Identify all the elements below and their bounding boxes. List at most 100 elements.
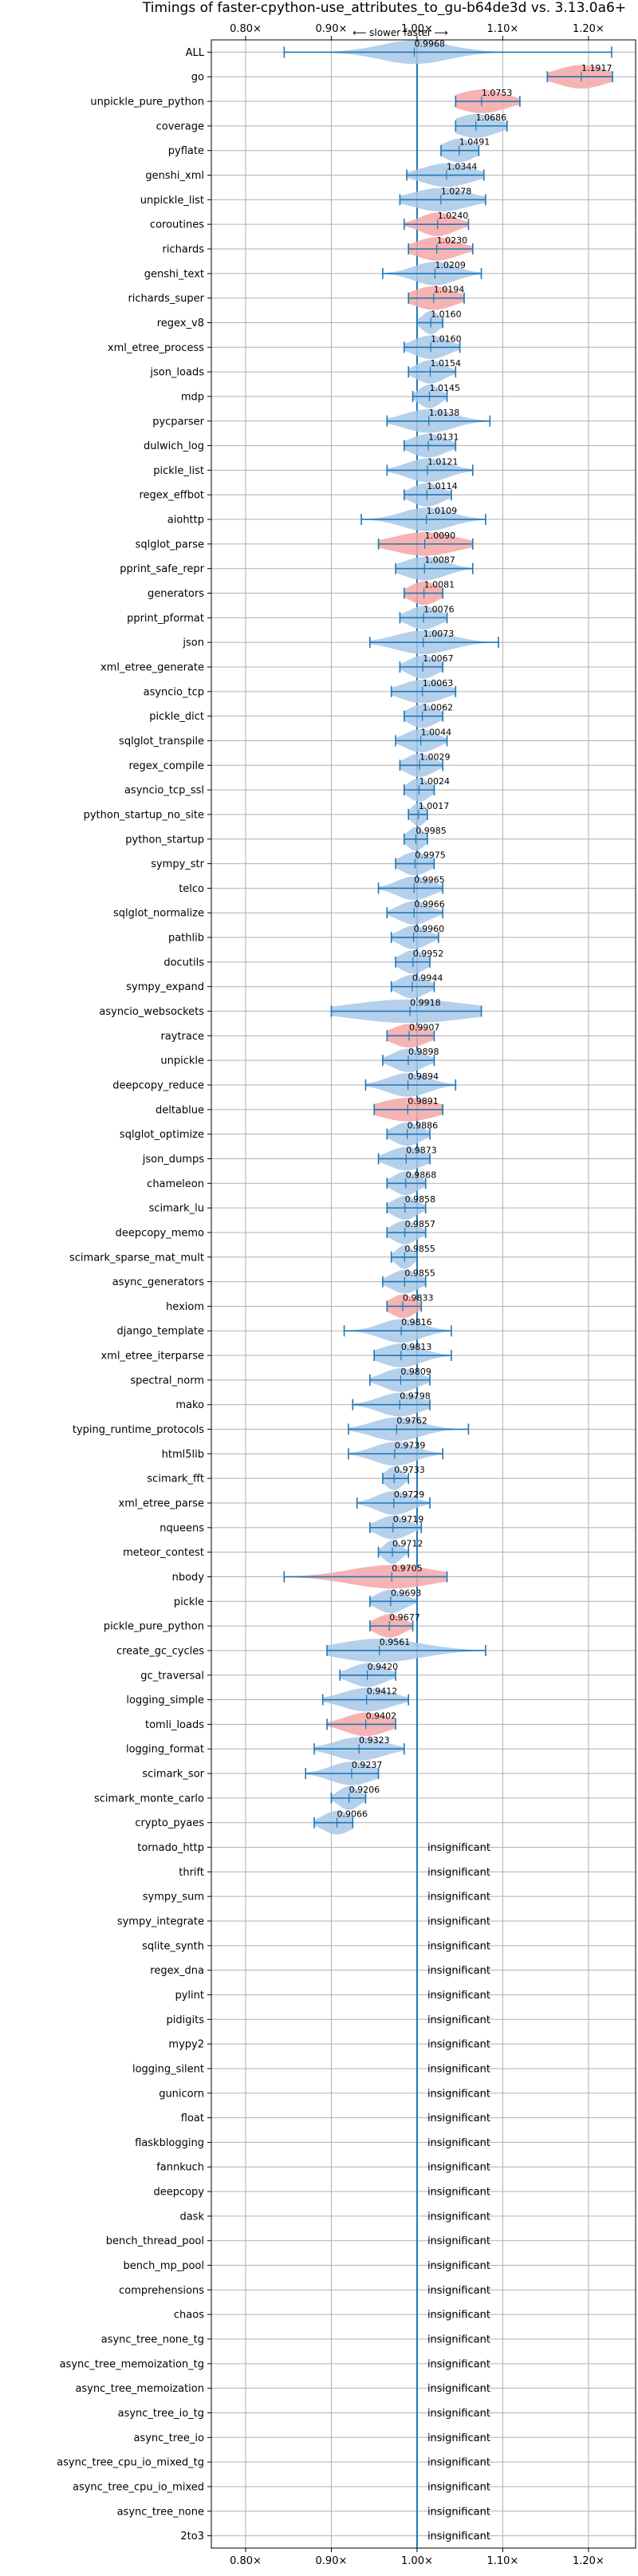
benchmark-label: sympy_expand: [126, 981, 204, 993]
insignificant-label: insignificant: [427, 2285, 490, 2297]
value-label: 1.0114: [427, 481, 458, 491]
value-label: 1.0044: [421, 727, 452, 737]
value-label: 1.0067: [423, 653, 454, 664]
chart-title: Timings of faster-cpython-use_attributes…: [142, 0, 626, 16]
x-tick-label-bottom: 1.10×: [486, 2555, 518, 2567]
benchmark-label: aiohttp: [167, 515, 204, 527]
benchmark-label: asyncio_websockets: [99, 1006, 204, 1018]
benchmark-label: flaskblogging: [135, 2137, 204, 2149]
benchmark-label: coroutines: [150, 219, 204, 231]
insignificant-label: insignificant: [427, 2137, 490, 2149]
value-label: 0.9918: [410, 998, 441, 1008]
benchmark-label: regex_v8: [157, 318, 204, 329]
benchmark-label: bench_thread_pool: [106, 2235, 204, 2247]
benchmark-label: async_tree_cpu_io_mixed: [73, 2481, 204, 2493]
insignificant-label: insignificant: [427, 1892, 490, 1903]
benchmark-label: unpickle: [160, 1055, 204, 1067]
benchmark-label: mako: [175, 1399, 204, 1411]
value-label: 1.0109: [427, 506, 458, 516]
value-label: 0.9719: [393, 1514, 424, 1525]
value-label: 0.9855: [404, 1268, 435, 1279]
benchmark-label: meteor_contest: [123, 1547, 204, 1559]
value-label: 1.0753: [482, 88, 513, 98]
benchmark-label: unpickle_list: [140, 195, 204, 207]
value-label: 0.9857: [405, 1219, 436, 1229]
benchmark-label: regex_compile: [128, 760, 204, 772]
value-label: 0.9237: [352, 1760, 383, 1770]
benchmark-label: tornado_http: [137, 1842, 204, 1854]
value-label: 0.9975: [415, 850, 446, 861]
insignificant-label: insignificant: [427, 2088, 490, 2100]
plot-frame: [211, 39, 636, 2549]
value-label: 1.0062: [423, 703, 454, 713]
benchmark-label: sqlite_synth: [142, 1940, 204, 1952]
benchmark-label: ALL: [186, 47, 205, 59]
value-label: 1.0230: [437, 235, 468, 246]
value-label: 1.0160: [431, 309, 462, 319]
value-label: 0.9206: [349, 1785, 380, 1795]
value-label: 0.9733: [394, 1465, 425, 1475]
benchmark-label: sqlglot_normalize: [113, 908, 204, 920]
x-tick-label-top: 1.00×: [401, 23, 433, 35]
direction-label: ⟵ slower faster ⟶: [352, 27, 448, 38]
benchmark-label: deepcopy_reduce: [112, 1080, 204, 1092]
benchmark-label: xml_etree_process: [108, 342, 204, 354]
benchmark-label: asyncio_tcp: [144, 686, 204, 698]
insignificant-label: insignificant: [427, 2260, 490, 2272]
benchmark-label: sqlglot_transpile: [119, 736, 204, 748]
value-label: 0.9873: [406, 1145, 437, 1155]
insignificant-label: insignificant: [427, 2358, 490, 2370]
value-label: 1.0076: [423, 604, 455, 614]
value-label: 0.9894: [408, 1071, 439, 1082]
label-layer: ALL go unpickle_pure_python coverage pyflate…: [57, 38, 612, 2542]
benchmark-label: float: [181, 2112, 204, 2124]
benchmark-label: pickle: [174, 1596, 204, 1608]
insignificant-label: insignificant: [427, 2310, 490, 2322]
benchmark-label: hexiom: [166, 1301, 204, 1313]
benchmark-label: sympy_str: [151, 858, 204, 870]
value-label: 1.0024: [419, 776, 451, 787]
insignificant-label: insignificant: [427, 2187, 490, 2199]
insignificant-label: insignificant: [427, 2457, 490, 2469]
benchmark-label: scimark_monte_carlo: [94, 1793, 204, 1805]
value-label: 1.0029: [419, 751, 451, 762]
tick-layer: 0.80× 0.80× 0.90× 0.90× 1.00× 1.00× 1.10× 1.10×…: [207, 23, 605, 2567]
insignificant-label: insignificant: [427, 2039, 490, 2051]
benchmark-label: async_tree_io: [133, 2432, 204, 2444]
value-label: 0.9323: [359, 1735, 390, 1746]
value-label: 1.0160: [431, 333, 462, 344]
benchmark-label: logging_format: [126, 1744, 204, 1756]
benchmark-label: pathlib: [168, 933, 204, 945]
insignificant-label: insignificant: [427, 1842, 490, 1854]
insignificant-label: insignificant: [427, 2531, 490, 2542]
benchmark-label: docutils: [163, 957, 204, 968]
value-label: 0.9693: [391, 1588, 422, 1598]
insignificant-label: insignificant: [427, 2162, 490, 2174]
value-label: 1.0121: [427, 456, 459, 467]
insignificant-label: insignificant: [427, 2112, 490, 2124]
benchmark-label: sympy_sum: [143, 1892, 204, 1903]
benchmark-label: scimark_sparse_mat_mult: [69, 1252, 204, 1264]
value-label: 1.0081: [424, 580, 455, 590]
value-label: 0.9858: [405, 1194, 436, 1205]
value-label: 0.9944: [412, 973, 443, 984]
benchmark-label: asyncio_tcp_ssl: [124, 785, 204, 797]
value-label: 1.0194: [434, 285, 465, 295]
value-label: 1.0138: [429, 408, 460, 418]
benchmark-label: gc_traversal: [140, 1670, 204, 1682]
benchmark-label: mypy2: [168, 2039, 204, 2051]
value-label: 0.9809: [400, 1367, 431, 1377]
benchmark-label: python_startup_no_site: [84, 809, 204, 821]
benchmark-label: async_tree_io_tg: [118, 2408, 204, 2420]
benchmark-label: django_template: [117, 1326, 204, 1338]
value-label: 0.9729: [394, 1489, 424, 1500]
value-label: 0.9886: [408, 1121, 438, 1131]
benchmark-label: pidigits: [167, 2014, 205, 2026]
value-label: 1.0491: [459, 137, 490, 148]
benchmark-label: async_tree_none: [117, 2506, 204, 2518]
benchmark-label: xml_etree_parse: [119, 1498, 204, 1510]
insignificant-label: insignificant: [427, 2063, 490, 2075]
insignificant-label: insignificant: [427, 1940, 490, 1952]
benchmark-label: thrift: [179, 1867, 204, 1879]
